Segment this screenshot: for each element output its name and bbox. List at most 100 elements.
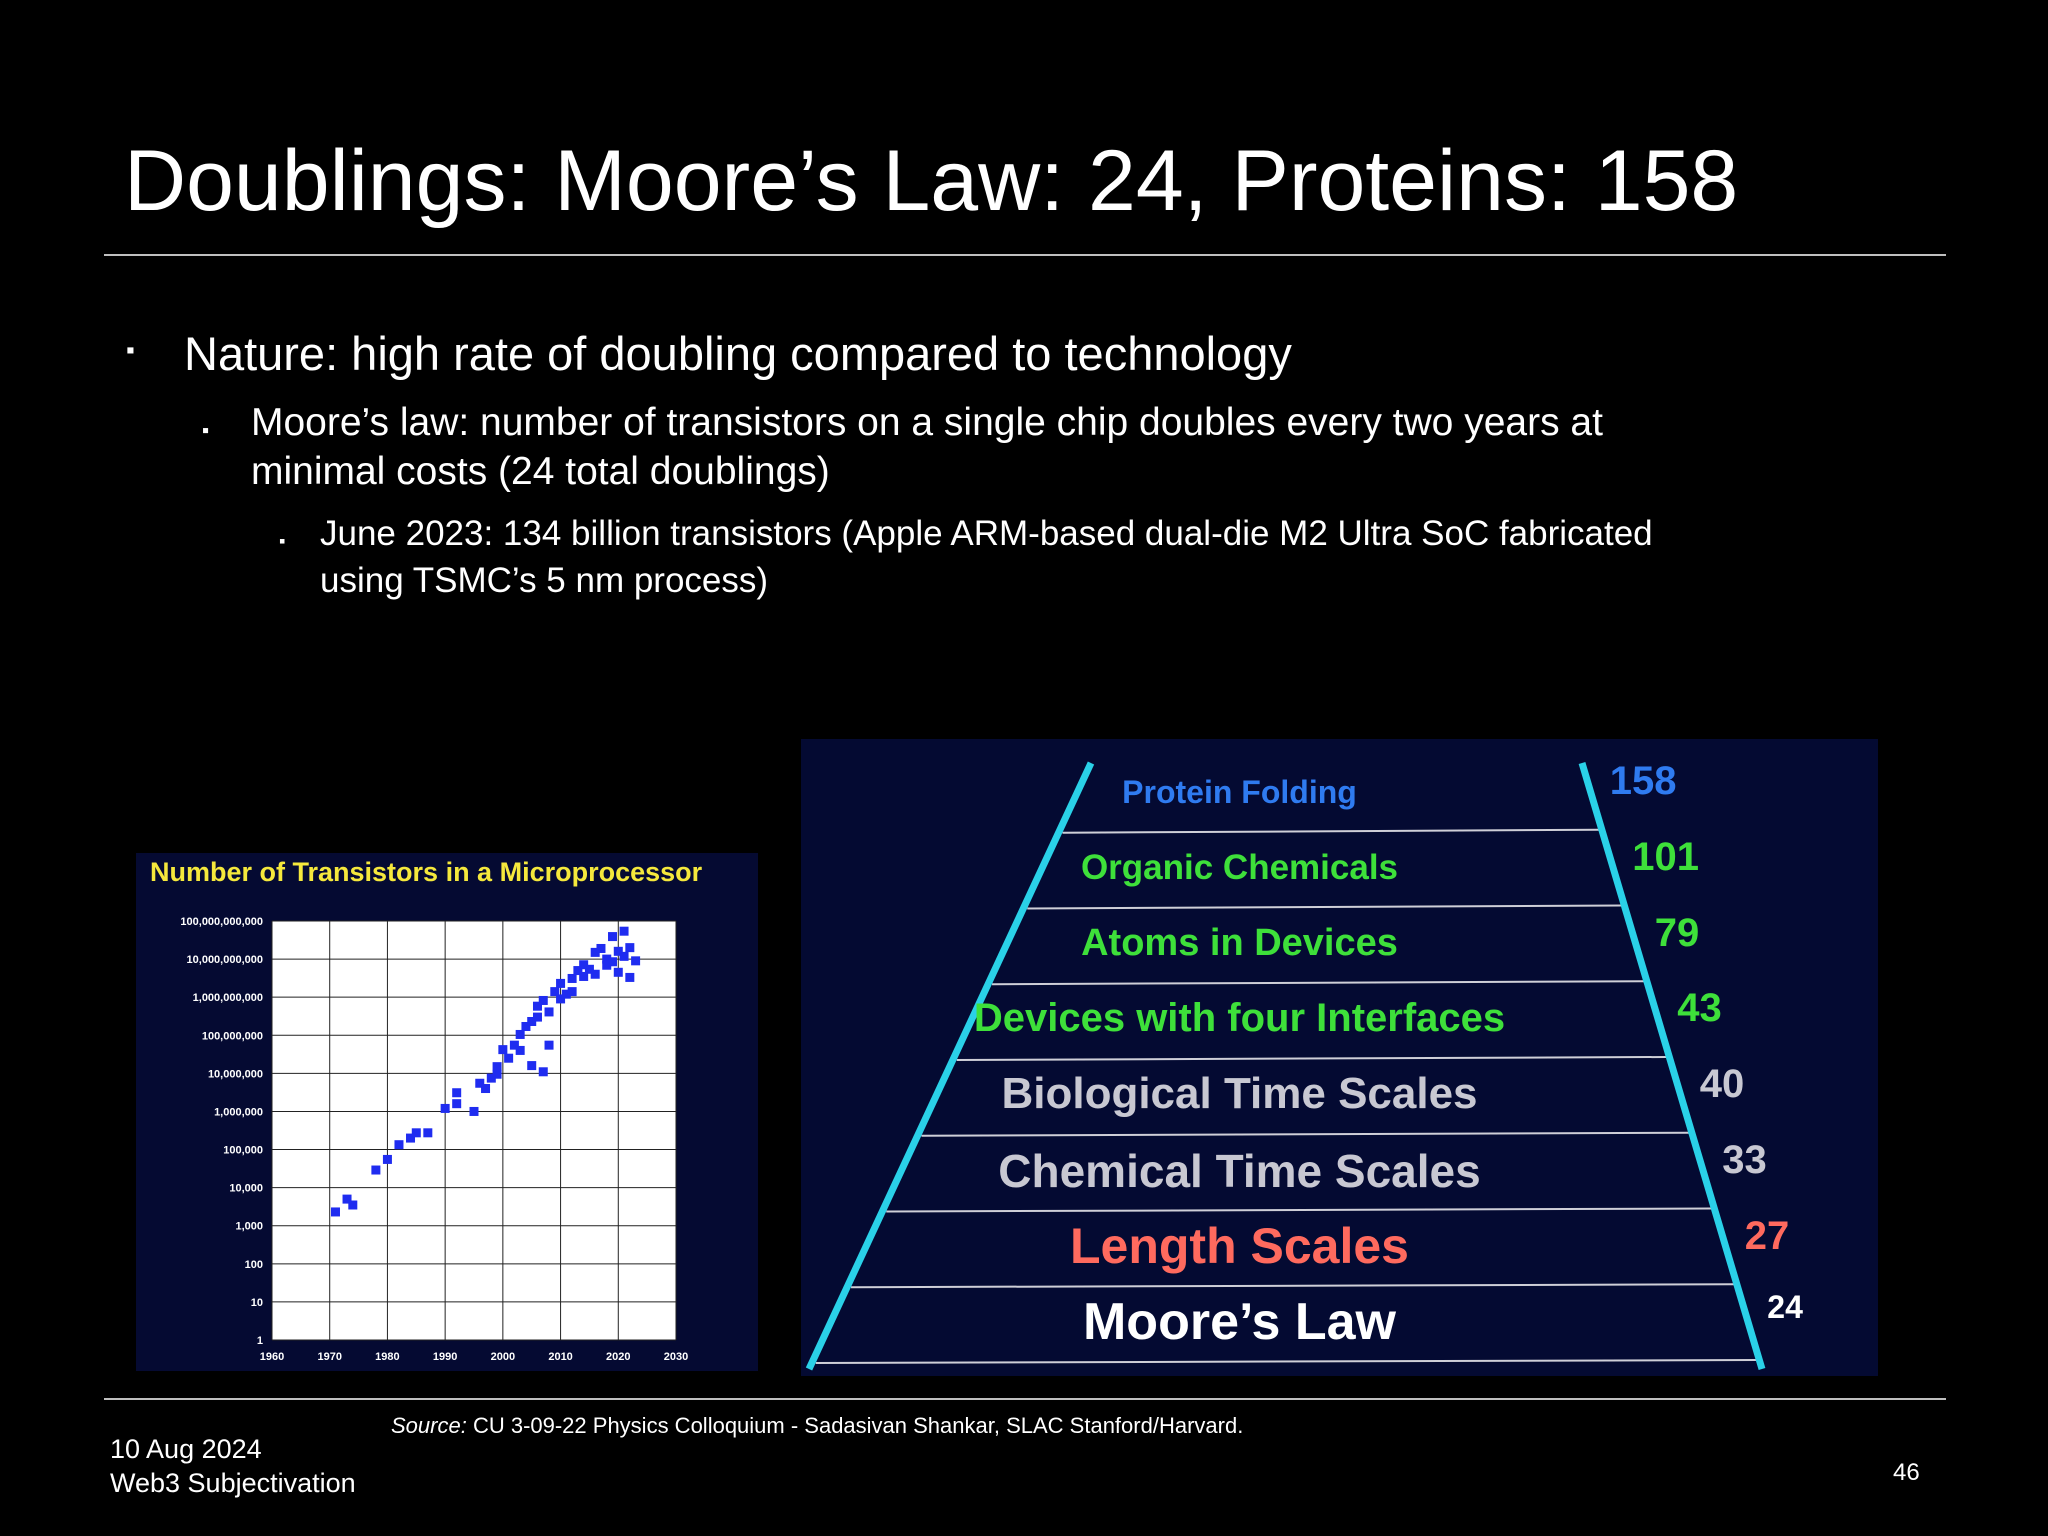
tier-label: Organic Chemicals: [1080, 847, 1399, 887]
data-point: [602, 960, 612, 970]
data-point: [608, 932, 618, 942]
pyramid-frame: [805, 761, 1766, 1371]
data-point: [423, 1128, 433, 1138]
data-point: [544, 1007, 554, 1017]
data-point: [625, 943, 635, 953]
data-point: [521, 1021, 531, 1031]
data-point: [515, 1029, 525, 1039]
plot-area: [272, 921, 676, 1340]
data-point: [608, 957, 618, 967]
bullet-level3-line2: using TSMC’s 5 nm process): [320, 561, 769, 600]
data-point: [584, 964, 594, 974]
data-point: [527, 1061, 537, 1071]
data-point: [613, 946, 623, 956]
data-point: [406, 1133, 416, 1143]
bullet-marker: ▪: [202, 420, 210, 443]
data-point: [556, 978, 566, 988]
bullet-level2-line2: minimal costs (24 total doublings): [251, 450, 830, 493]
data-point: [481, 1084, 491, 1094]
data-point: [509, 1040, 519, 1050]
data-point: [631, 956, 641, 966]
x-tick-label: 1980: [375, 1351, 399, 1363]
tier-divider: [851, 1283, 1734, 1289]
tier-label: Chemical Time Scales: [998, 1145, 1481, 1198]
data-point: [567, 987, 577, 997]
data-point: [538, 1067, 548, 1077]
data-point: [579, 971, 589, 981]
data-point: [475, 1078, 485, 1088]
x-tick-label: 2030: [664, 1351, 688, 1363]
footer-date: 10 Aug 2024: [110, 1434, 262, 1464]
bullet-level2: ▪ Moore’s law: number of transistors on …: [202, 398, 1603, 496]
data-point: [602, 954, 612, 964]
bullet-marker: ▪: [279, 531, 286, 552]
data-point: [469, 1106, 479, 1116]
tier-doublings-value: 43: [1677, 986, 1722, 1031]
tier-label: Moore’s Law: [1082, 1292, 1396, 1351]
tier-doublings-value: 158: [1609, 759, 1677, 803]
data-point: [330, 1207, 340, 1217]
slide-title: Doublings: Moore’s Law: 24, Proteins: 15…: [124, 133, 1739, 229]
data-point: [538, 995, 548, 1005]
bullet-level3: ▪ June 2023: 134 billion transistors (Ap…: [279, 510, 1653, 604]
y-tick-label: 100,000,000: [202, 1030, 263, 1042]
data-point: [619, 926, 629, 936]
x-tick-label: 2010: [548, 1351, 572, 1363]
x-tick-label: 1990: [433, 1351, 457, 1363]
data-point: [411, 1128, 421, 1138]
y-tick-label: 10: [251, 1297, 263, 1309]
data-point: [567, 973, 577, 983]
source-text: CU 3-09-22 Physics Colloquium - Sadasiva…: [466, 1413, 1244, 1438]
data-point: [498, 1045, 508, 1055]
data-point: [452, 1088, 462, 1098]
data-point: [394, 1140, 404, 1150]
footer-divider: [104, 1398, 1946, 1400]
tier-divider: [1027, 904, 1622, 910]
doublings-pyramid: Protein Folding 158 Organic Chemicals 101 At…: [801, 739, 1878, 1376]
data-point: [371, 1165, 381, 1175]
tier-doublings-value: 79: [1654, 910, 1700, 955]
data-point: [550, 987, 560, 997]
x-tick-label: 1970: [317, 1351, 341, 1363]
y-tick-label: 1: [257, 1335, 263, 1347]
x-tick-label: 2020: [606, 1351, 630, 1363]
data-point: [544, 1040, 554, 1050]
source-label: Source:: [391, 1413, 467, 1438]
y-tick-label: 10,000: [229, 1183, 263, 1195]
tier-label: Atoms in Devices: [1081, 921, 1398, 964]
y-tick-label: 100,000,000,000: [180, 916, 263, 928]
y-tick-label: 10,000,000: [208, 1068, 263, 1080]
data-point: [382, 1154, 392, 1164]
data-point: [590, 947, 600, 957]
data-point: [532, 1012, 542, 1022]
data-point: [492, 1069, 502, 1079]
y-tick-label: 1,000,000: [214, 1106, 263, 1118]
data-point: [527, 1016, 537, 1026]
tier-divider: [956, 1056, 1667, 1061]
data-point: [486, 1073, 496, 1083]
data-point: [561, 989, 571, 999]
pyramid-left-edge: [805, 761, 1095, 1371]
data-point: [492, 1062, 502, 1072]
data-point: [504, 1053, 514, 1063]
tier-doublings-value: 27: [1744, 1213, 1790, 1258]
pyramid-right-edge: [1578, 762, 1766, 1370]
data-point: [515, 1045, 525, 1055]
y-tick-label: 100,000: [223, 1145, 263, 1157]
data-point: [596, 943, 606, 953]
data-point: [625, 972, 635, 982]
title-divider: [104, 254, 1946, 256]
tier-label: Biological Time Scales: [1001, 1069, 1478, 1119]
tier-divider: [992, 980, 1644, 986]
data-point: [579, 960, 589, 970]
bullet-marker: ▪: [126, 336, 135, 364]
y-tick-label: 100: [245, 1259, 263, 1271]
bullet-level1-text: Nature: high rate of doubling compared t…: [184, 327, 1292, 380]
x-tick-label: 1960: [260, 1351, 284, 1363]
tier-doublings-value: 33: [1722, 1137, 1767, 1182]
chart-plot: 1960 1970 1980 1990 2000 2010 2020 2030 1 10 100 1,…: [180, 916, 688, 1363]
bullet-level1: ▪ Nature: high rate of doubling compared…: [126, 326, 1292, 381]
data-point: [342, 1194, 352, 1204]
data-point: [440, 1103, 450, 1113]
bullet-level2-line1: Moore’s law: number of transistors on a …: [251, 401, 1603, 444]
